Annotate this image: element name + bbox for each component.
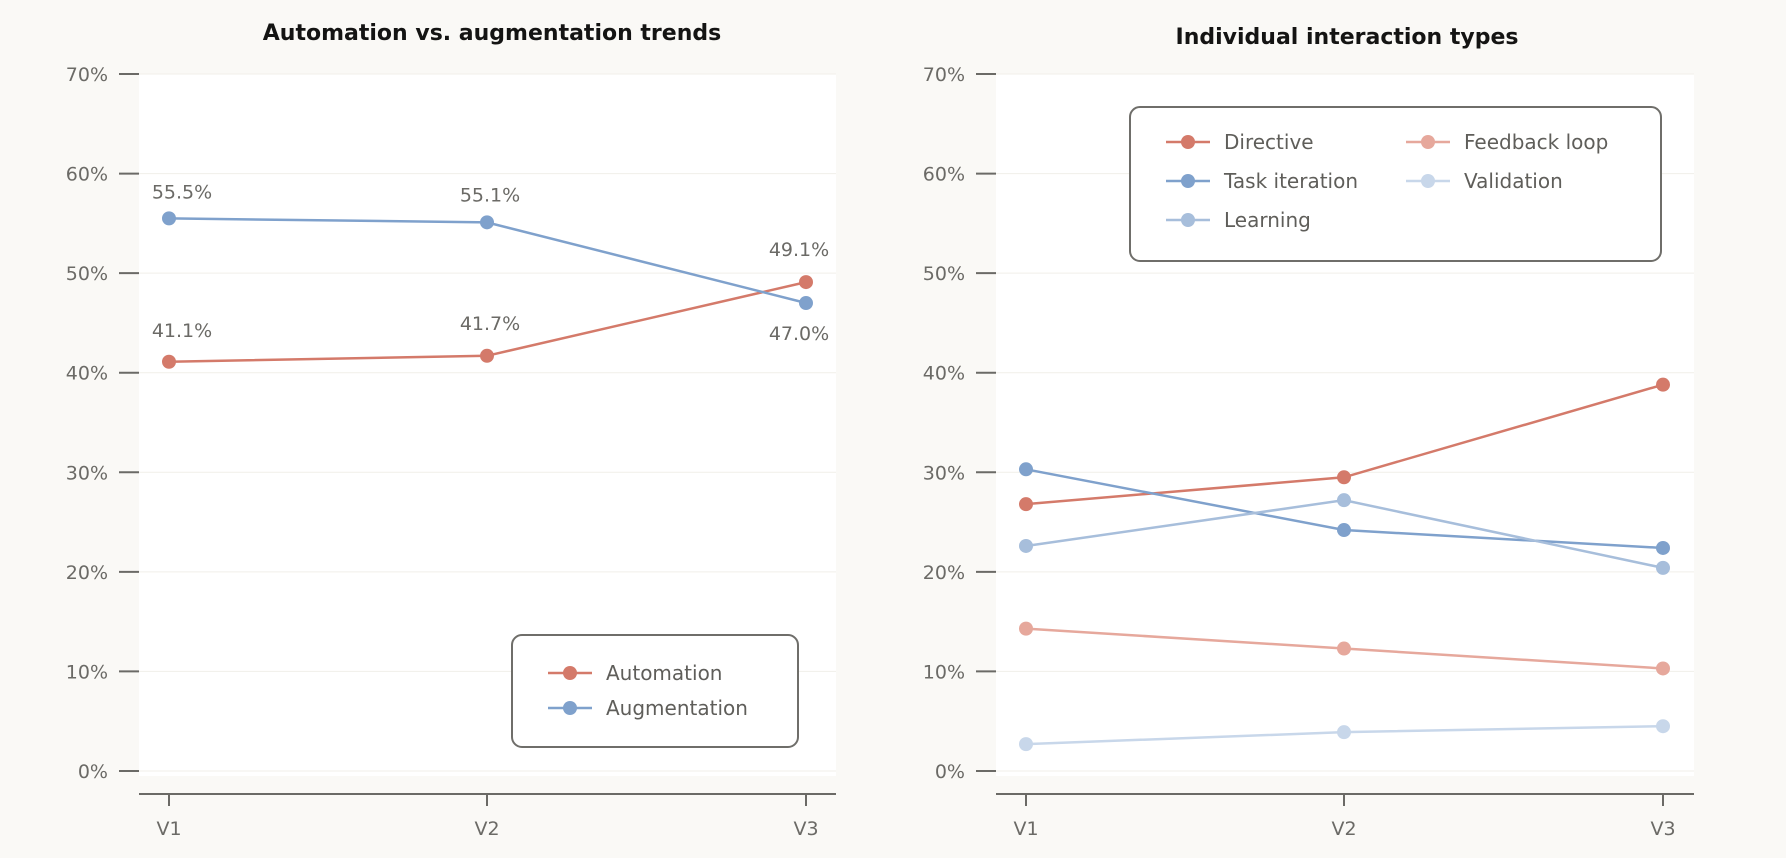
x-tick-label: V2 xyxy=(1331,818,1356,840)
y-tick-label: 40% xyxy=(66,363,108,385)
chart-automation-vs-augmentation: Automation vs. augmentation trends 0% 10% 2… xyxy=(66,21,836,840)
legend-label: Directive xyxy=(1224,130,1314,154)
legend-label: Automation xyxy=(606,661,722,685)
data-point-task-iteration xyxy=(1656,540,1670,555)
data-label: 47.0% xyxy=(769,323,829,345)
y-tick-label: 40% xyxy=(923,363,965,385)
legend-entry-task-iteration: Task iteration xyxy=(1166,169,1358,193)
y-tick-label: 30% xyxy=(66,462,108,484)
y-tick-label: 10% xyxy=(66,661,108,683)
y-tick-label: 70% xyxy=(66,64,108,86)
data-point-learning xyxy=(1656,560,1670,575)
data-point-directive xyxy=(1656,377,1670,392)
y-tick-label: 60% xyxy=(66,164,108,186)
data-point-automation xyxy=(799,275,813,290)
legend-swatch-marker xyxy=(1181,135,1195,149)
data-point-augmentation xyxy=(480,215,494,230)
y-tick-label: 30% xyxy=(923,462,965,484)
data-point-directive xyxy=(1019,497,1033,512)
data-point-directive xyxy=(1337,470,1351,485)
x-tick-label: V3 xyxy=(793,818,818,840)
legend-label: Feedback loop xyxy=(1464,130,1608,154)
series-directive xyxy=(1019,377,1670,512)
series-augmentation: 55.5% 55.1% 47.0% xyxy=(152,181,829,345)
y-tick-label: 20% xyxy=(923,562,965,584)
y-tick-label: 50% xyxy=(923,263,965,285)
legend-box xyxy=(511,634,799,748)
y-tick-label: 70% xyxy=(923,64,965,86)
x-tick-label: V1 xyxy=(1013,818,1038,840)
data-point-feedback-loop xyxy=(1337,641,1351,656)
data-point-feedback-loop xyxy=(1656,661,1670,676)
data-point-task-iteration xyxy=(1337,523,1351,538)
legend-swatch-marker xyxy=(1181,174,1195,188)
chart-title: Automation vs. augmentation trends xyxy=(263,21,721,46)
legend-label: Learning xyxy=(1224,208,1311,232)
series-task-iteration xyxy=(1019,462,1670,555)
data-label: 55.1% xyxy=(460,184,520,206)
legend-entry-directive: Directive xyxy=(1166,130,1314,154)
data-label: 41.7% xyxy=(460,313,520,335)
legend-swatch-marker xyxy=(1421,174,1435,188)
data-label: 41.1% xyxy=(152,320,212,342)
data-point-validation xyxy=(1656,719,1670,734)
legend-entry-feedback-loop: Feedback loop xyxy=(1406,130,1608,154)
series-learning xyxy=(1019,493,1670,575)
series-feedback-loop xyxy=(1019,621,1670,676)
legend-swatch-marker xyxy=(1421,135,1435,149)
y-tick-label: 0% xyxy=(78,761,108,783)
y-tick-label: 60% xyxy=(923,164,965,186)
data-label: 55.5% xyxy=(152,181,212,203)
legend-label: Augmentation xyxy=(606,696,748,720)
x-tick-label: V3 xyxy=(1650,818,1675,840)
legend-swatch-marker xyxy=(1181,213,1195,227)
legend-entry-automation: Automation xyxy=(548,661,722,685)
legend-box xyxy=(1129,106,1662,262)
data-point-feedback-loop xyxy=(1019,621,1033,636)
legend: Directive Feedback loop Task iteration Vali… xyxy=(1129,106,1662,262)
legend-swatch-marker xyxy=(563,701,577,715)
data-point-automation xyxy=(480,348,494,363)
data-label: 49.1% xyxy=(769,239,829,261)
legend: Automation Augmentation xyxy=(511,634,799,748)
data-point-augmentation xyxy=(799,296,813,311)
data-point-validation xyxy=(1337,725,1351,740)
data-point-learning xyxy=(1019,538,1033,553)
series-validation xyxy=(1019,719,1670,752)
y-tick-label: 10% xyxy=(923,661,965,683)
legend-entry-validation: Validation xyxy=(1406,169,1563,193)
chart-title: Individual interaction types xyxy=(1176,25,1519,50)
legend-label: Task iteration xyxy=(1223,169,1358,193)
y-tick-label: 50% xyxy=(66,263,108,285)
legend-swatch-marker xyxy=(563,666,577,680)
data-point-automation xyxy=(162,354,176,369)
legend-label: Validation xyxy=(1464,169,1563,193)
chart-interaction-types: Individual interaction types 0% 10% 20% 30% 4… xyxy=(923,25,1694,840)
data-point-learning xyxy=(1337,493,1351,508)
x-tick-label: V2 xyxy=(474,818,499,840)
data-point-validation xyxy=(1019,737,1033,752)
x-tick-label: V1 xyxy=(156,818,181,840)
y-tick-label: 20% xyxy=(66,562,108,584)
legend-entry-learning: Learning xyxy=(1166,208,1311,232)
data-point-augmentation xyxy=(162,211,176,226)
legend-entry-augmentation: Augmentation xyxy=(548,696,748,720)
data-point-task-iteration xyxy=(1019,462,1033,477)
y-tick-label: 0% xyxy=(935,761,965,783)
series-automation: 41.1% 41.7% 49.1% xyxy=(152,239,829,369)
